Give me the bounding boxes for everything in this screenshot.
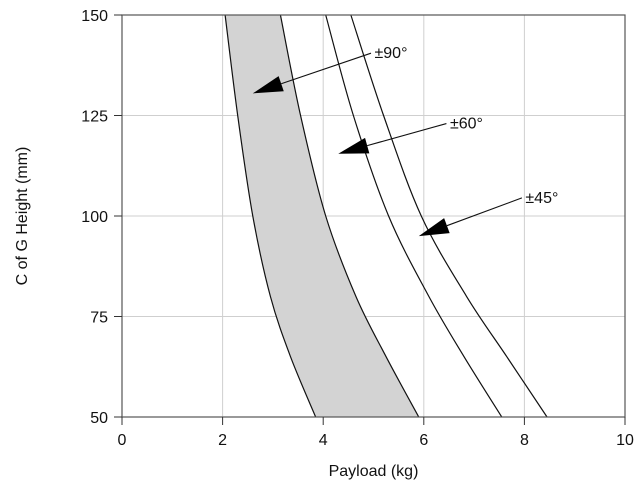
shaded-region-90 [225,15,419,417]
grid [122,15,625,417]
x-tick-label-5: 10 [616,432,634,449]
annotation-label-1: ±60° [450,116,483,133]
series-line-90-inner [224,14,317,418]
arrow-line-2 [446,197,523,227]
x-tick-label-3: 6 [419,432,428,449]
x-tick-label-1: 2 [218,432,227,449]
arrow-line-0 [281,52,372,85]
y-axis-title: C of G Height (mm) [14,147,31,286]
y-tick-label-4: 150 [81,8,108,25]
y-tick-label-1: 75 [90,310,108,327]
arrow-line-1 [367,123,447,147]
y-tick-label-0: 50 [90,410,108,427]
arrow-head-2 [418,218,450,237]
x-tick-label-2: 4 [319,432,328,449]
curves [224,14,548,418]
series-line-60 [325,14,503,418]
y-tick-label-3: 125 [81,109,108,126]
annotation-label-2: ±45° [525,190,558,207]
annotation-label-0: ±90° [375,45,408,62]
x-tick-label-0: 0 [118,432,127,449]
ticks: 0 2 4 6 8 10 50 75 100 125 150 [81,8,634,449]
arrow-head-0 [252,76,284,94]
series-line-45 [350,14,548,418]
x-tick-label-4: 8 [520,432,529,449]
x-axis-title: Payload (kg) [329,463,419,480]
arrow-head-1 [338,137,370,154]
y-tick-label-2: 100 [81,209,108,226]
series-line-90-outer [279,14,420,418]
annotations: ±90° ±60° ±45° [252,45,558,237]
fill-area [225,15,419,417]
